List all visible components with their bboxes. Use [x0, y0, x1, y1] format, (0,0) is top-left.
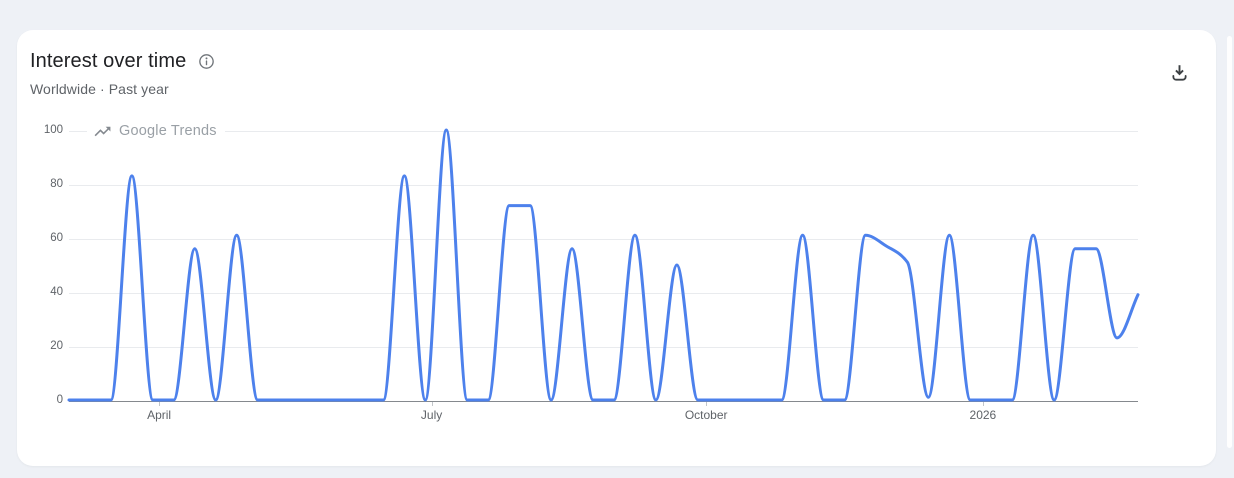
widget-header: Interest over time Worldwide · Past year — [30, 50, 216, 97]
x-axis-label-October: October — [684, 408, 728, 422]
x-axis-tick-October — [706, 402, 708, 406]
widget-subtitle: Worldwide · Past year — [30, 81, 169, 97]
x-axis-label-April: April — [147, 408, 172, 422]
trends-widget-card: Interest over time Worldwide · Past year… — [17, 30, 1216, 466]
gridline-100 — [69, 130, 1138, 132]
scrollbar-thumb[interactable] — [1227, 36, 1232, 448]
gridline-20 — [69, 346, 1138, 348]
gridline-60 — [69, 238, 1138, 240]
download-button[interactable] — [1166, 59, 1192, 85]
x-axis-tick-April — [159, 402, 161, 406]
y-axis-label-0: 0 — [56, 394, 63, 406]
interest-over-time-chart: Google Trends 0 20 40 60 80 100 April July Octob… — [17, 30, 1216, 466]
y-axis-label-40: 40 — [50, 286, 63, 298]
trend-line[interactable] — [67, 128, 1140, 402]
google-trends-watermark: Google Trends — [87, 120, 225, 142]
y-axis-label-60: 60 — [50, 232, 63, 244]
info-icon[interactable] — [197, 52, 216, 71]
trending-up-icon — [94, 126, 111, 136]
watermark-label: Google Trends — [119, 123, 217, 139]
x-axis-label-July: July — [420, 408, 443, 422]
y-axis-label-80: 80 — [50, 178, 63, 190]
x-axis-tick-July — [431, 402, 433, 406]
widget-title: Interest over time — [30, 50, 187, 72]
interest-series-path[interactable] — [67, 128, 1140, 402]
gridline-80 — [69, 184, 1138, 186]
x-axis-tick-2026 — [982, 402, 984, 406]
y-axis-label-20: 20 — [50, 340, 63, 352]
y-axis-label-100: 100 — [43, 124, 63, 136]
gridline-40 — [69, 292, 1138, 294]
x-axis-label-2026: 2026 — [969, 408, 997, 422]
